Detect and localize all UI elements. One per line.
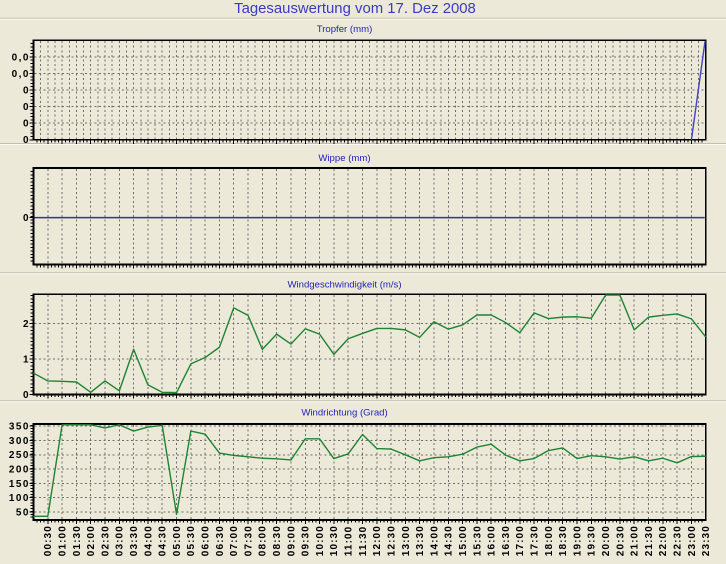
svg-text:0: 0 [23,390,30,401]
svg-text:02:00: 02:00 [86,525,97,556]
svg-text:21:30: 21:30 [644,525,655,556]
svg-text:10:30: 10:30 [329,525,340,556]
svg-text:18:30: 18:30 [558,525,569,556]
svg-text:09:30: 09:30 [301,525,312,556]
svg-text:2: 2 [23,319,30,330]
svg-text:Tagesauswertung vom 17. Dez 20: Tagesauswertung vom 17. Dez 2008 [234,1,476,17]
svg-text:0,0: 0,0 [12,69,30,80]
svg-text:21:00: 21:00 [630,525,641,556]
svg-text:03:00: 03:00 [115,525,126,556]
svg-text:06:30: 06:30 [215,525,226,556]
svg-text:150: 150 [9,479,30,490]
svg-text:01:30: 01:30 [72,525,83,556]
svg-text:14:00: 14:00 [429,525,440,556]
svg-text:06:00: 06:00 [201,525,212,556]
svg-text:19:00: 19:00 [572,525,583,556]
svg-text:15:00: 15:00 [458,525,469,556]
svg-text:17:00: 17:00 [515,525,526,556]
svg-text:0: 0 [23,102,30,113]
svg-text:17:30: 17:30 [530,525,541,556]
svg-text:13:30: 13:30 [415,525,426,556]
svg-text:250: 250 [9,450,30,461]
svg-text:01:00: 01:00 [58,525,69,556]
svg-text:350: 350 [9,422,30,433]
svg-text:07:00: 07:00 [229,525,240,556]
svg-text:11:30: 11:30 [358,526,369,557]
svg-text:Windrichtung (Grad): Windrichtung (Grad) [301,408,387,419]
svg-text:02:30: 02:30 [100,525,111,556]
svg-text:300: 300 [9,436,30,447]
svg-text:100: 100 [9,493,30,504]
svg-text:0: 0 [23,135,30,146]
svg-text:20:30: 20:30 [615,525,626,556]
svg-text:05:00: 05:00 [172,525,183,556]
svg-text:0: 0 [23,85,30,96]
svg-text:00:30: 00:30 [43,525,54,556]
svg-text:10:00: 10:00 [315,525,326,556]
svg-text:08:30: 08:30 [272,525,283,556]
svg-text:23:30: 23:30 [701,525,712,556]
svg-text:1: 1 [23,354,30,365]
svg-text:04:30: 04:30 [158,525,169,556]
svg-text:0,0: 0,0 [12,52,30,63]
svg-text:23:00: 23:00 [687,525,698,556]
svg-text:Windgeschwindigkeit (m/s): Windgeschwindigkeit (m/s) [287,280,401,291]
svg-text:07:30: 07:30 [243,525,254,556]
svg-text:12:30: 12:30 [386,525,397,556]
svg-text:14:30: 14:30 [444,525,455,556]
svg-text:16:30: 16:30 [501,525,512,556]
svg-text:04:00: 04:00 [143,525,154,556]
svg-text:50: 50 [16,507,30,518]
svg-text:18:00: 18:00 [544,525,555,556]
svg-text:0: 0 [23,119,30,130]
svg-text:20:00: 20:00 [601,525,612,556]
svg-text:200: 200 [9,465,30,476]
svg-text:05:30: 05:30 [186,525,197,556]
svg-text:Wippe (mm): Wippe (mm) [318,153,370,164]
svg-text:08:00: 08:00 [258,525,269,556]
svg-text:22:00: 22:00 [658,525,669,556]
svg-text:15:30: 15:30 [472,525,483,556]
svg-text:0: 0 [23,213,30,224]
svg-text:16:00: 16:00 [487,525,498,556]
svg-text:09:00: 09:00 [286,525,297,556]
svg-text:03:30: 03:30 [129,525,140,556]
svg-text:11:00: 11:00 [344,526,355,557]
svg-text:Tropfer (mm): Tropfer (mm) [317,24,373,35]
svg-text:13:00: 13:00 [401,525,412,556]
svg-text:22:30: 22:30 [673,525,684,556]
svg-text:19:30: 19:30 [587,525,598,556]
svg-text:12:00: 12:00 [372,525,383,556]
